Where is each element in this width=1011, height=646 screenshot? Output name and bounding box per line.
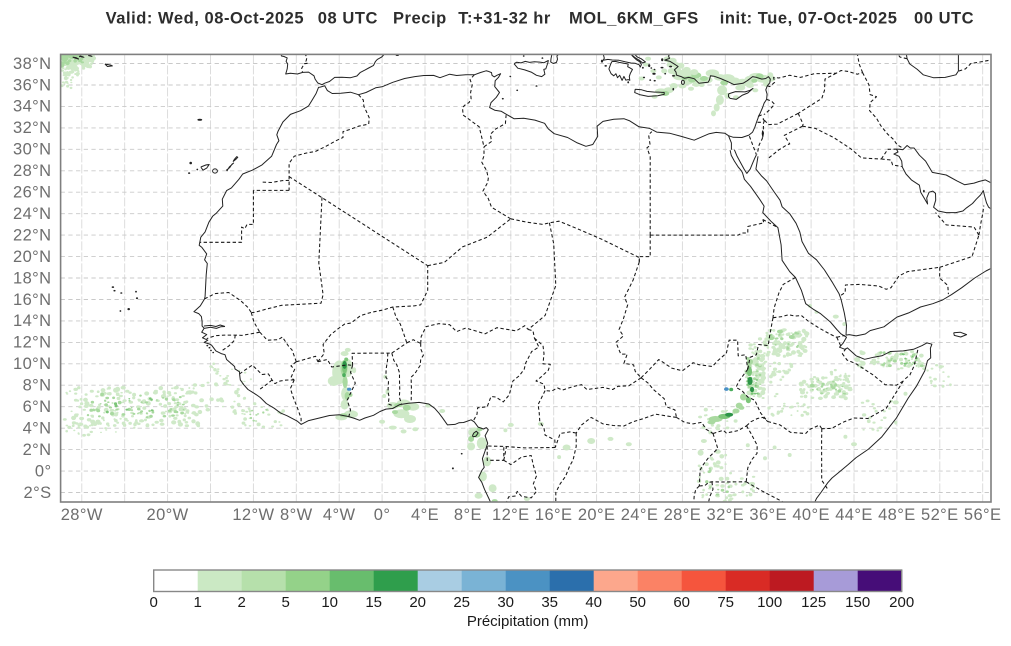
svg-text:28°N: 28°N xyxy=(13,162,51,180)
svg-text:75: 75 xyxy=(717,594,734,611)
svg-text:4°W: 4°W xyxy=(323,506,356,524)
svg-text:22°N: 22°N xyxy=(13,226,51,244)
svg-text:32°N: 32°N xyxy=(13,119,51,137)
svg-text:14°N: 14°N xyxy=(13,312,51,330)
svg-text:24°N: 24°N xyxy=(13,205,51,223)
svg-text:125: 125 xyxy=(801,594,826,611)
svg-text:20°N: 20°N xyxy=(13,248,51,266)
svg-text:34°N: 34°N xyxy=(13,98,51,116)
svg-text:1: 1 xyxy=(194,594,202,611)
svg-text:20: 20 xyxy=(409,594,426,611)
svg-text:0°: 0° xyxy=(35,462,52,480)
svg-text:20°W: 20°W xyxy=(147,506,189,524)
svg-text:40: 40 xyxy=(585,594,602,611)
svg-text:30°N: 30°N xyxy=(13,141,51,159)
svg-text:56°E: 56°E xyxy=(964,506,1002,524)
svg-text:12°W: 12°W xyxy=(232,506,274,524)
svg-text:2°N: 2°N xyxy=(23,441,52,459)
svg-text:4°N: 4°N xyxy=(23,420,52,438)
svg-text:26°N: 26°N xyxy=(13,184,51,202)
svg-text:200: 200 xyxy=(889,594,914,611)
svg-text:38°N: 38°N xyxy=(13,55,51,73)
svg-text:12°N: 12°N xyxy=(13,334,51,352)
svg-text:0°: 0° xyxy=(374,506,391,524)
svg-text:28°E: 28°E xyxy=(664,506,702,524)
svg-text:36°N: 36°N xyxy=(13,76,51,94)
svg-text:6°N: 6°N xyxy=(23,398,52,416)
svg-text:00 UTC: 00 UTC xyxy=(914,9,974,27)
svg-text:15: 15 xyxy=(365,594,382,611)
svg-text:08 UTC: 08 UTC xyxy=(318,9,378,27)
svg-text:44°E: 44°E xyxy=(835,506,873,524)
svg-text:60: 60 xyxy=(673,594,690,611)
svg-text:52°E: 52°E xyxy=(921,506,959,524)
svg-text:25: 25 xyxy=(453,594,470,611)
svg-text:18°N: 18°N xyxy=(13,269,51,287)
svg-text:10°N: 10°N xyxy=(13,355,51,373)
svg-text:50: 50 xyxy=(629,594,646,611)
svg-text:12°E: 12°E xyxy=(492,506,530,524)
svg-text:4°E: 4°E xyxy=(411,506,439,524)
svg-text:36°E: 36°E xyxy=(749,506,787,524)
svg-text:init: Tue, 07-Oct-2025: init: Tue, 07-Oct-2025 xyxy=(720,9,898,27)
svg-text:150: 150 xyxy=(845,594,870,611)
svg-text:2: 2 xyxy=(238,594,246,611)
svg-text:20°E: 20°E xyxy=(578,506,616,524)
svg-text:2°S: 2°S xyxy=(24,484,52,502)
svg-text:5: 5 xyxy=(282,594,290,611)
svg-text:Précipitation (mm): Précipitation (mm) xyxy=(467,613,589,630)
svg-text:30: 30 xyxy=(497,594,514,611)
svg-text:48°E: 48°E xyxy=(878,506,916,524)
svg-text:0: 0 xyxy=(150,594,158,611)
svg-text:100: 100 xyxy=(757,594,782,611)
svg-text:10: 10 xyxy=(321,594,338,611)
svg-text:T:+31-32 hr: T:+31-32 hr xyxy=(458,9,551,27)
svg-text:8°W: 8°W xyxy=(280,506,313,524)
svg-text:8°N: 8°N xyxy=(23,377,52,395)
svg-text:8°E: 8°E xyxy=(454,506,482,524)
svg-text:28°W: 28°W xyxy=(61,506,103,524)
svg-text:32°E: 32°E xyxy=(707,506,745,524)
svg-text:MOL_6KM_GFS: MOL_6KM_GFS xyxy=(569,9,699,27)
svg-text:40°E: 40°E xyxy=(792,506,830,524)
svg-text:16°N: 16°N xyxy=(13,291,51,309)
svg-text:16°E: 16°E xyxy=(535,506,573,524)
svg-text:24°E: 24°E xyxy=(621,506,659,524)
svg-text:Valid: Wed, 08-Oct-2025: Valid: Wed, 08-Oct-2025 xyxy=(106,9,305,27)
svg-text:35: 35 xyxy=(541,594,558,611)
svg-text:Precip: Precip xyxy=(393,9,447,27)
